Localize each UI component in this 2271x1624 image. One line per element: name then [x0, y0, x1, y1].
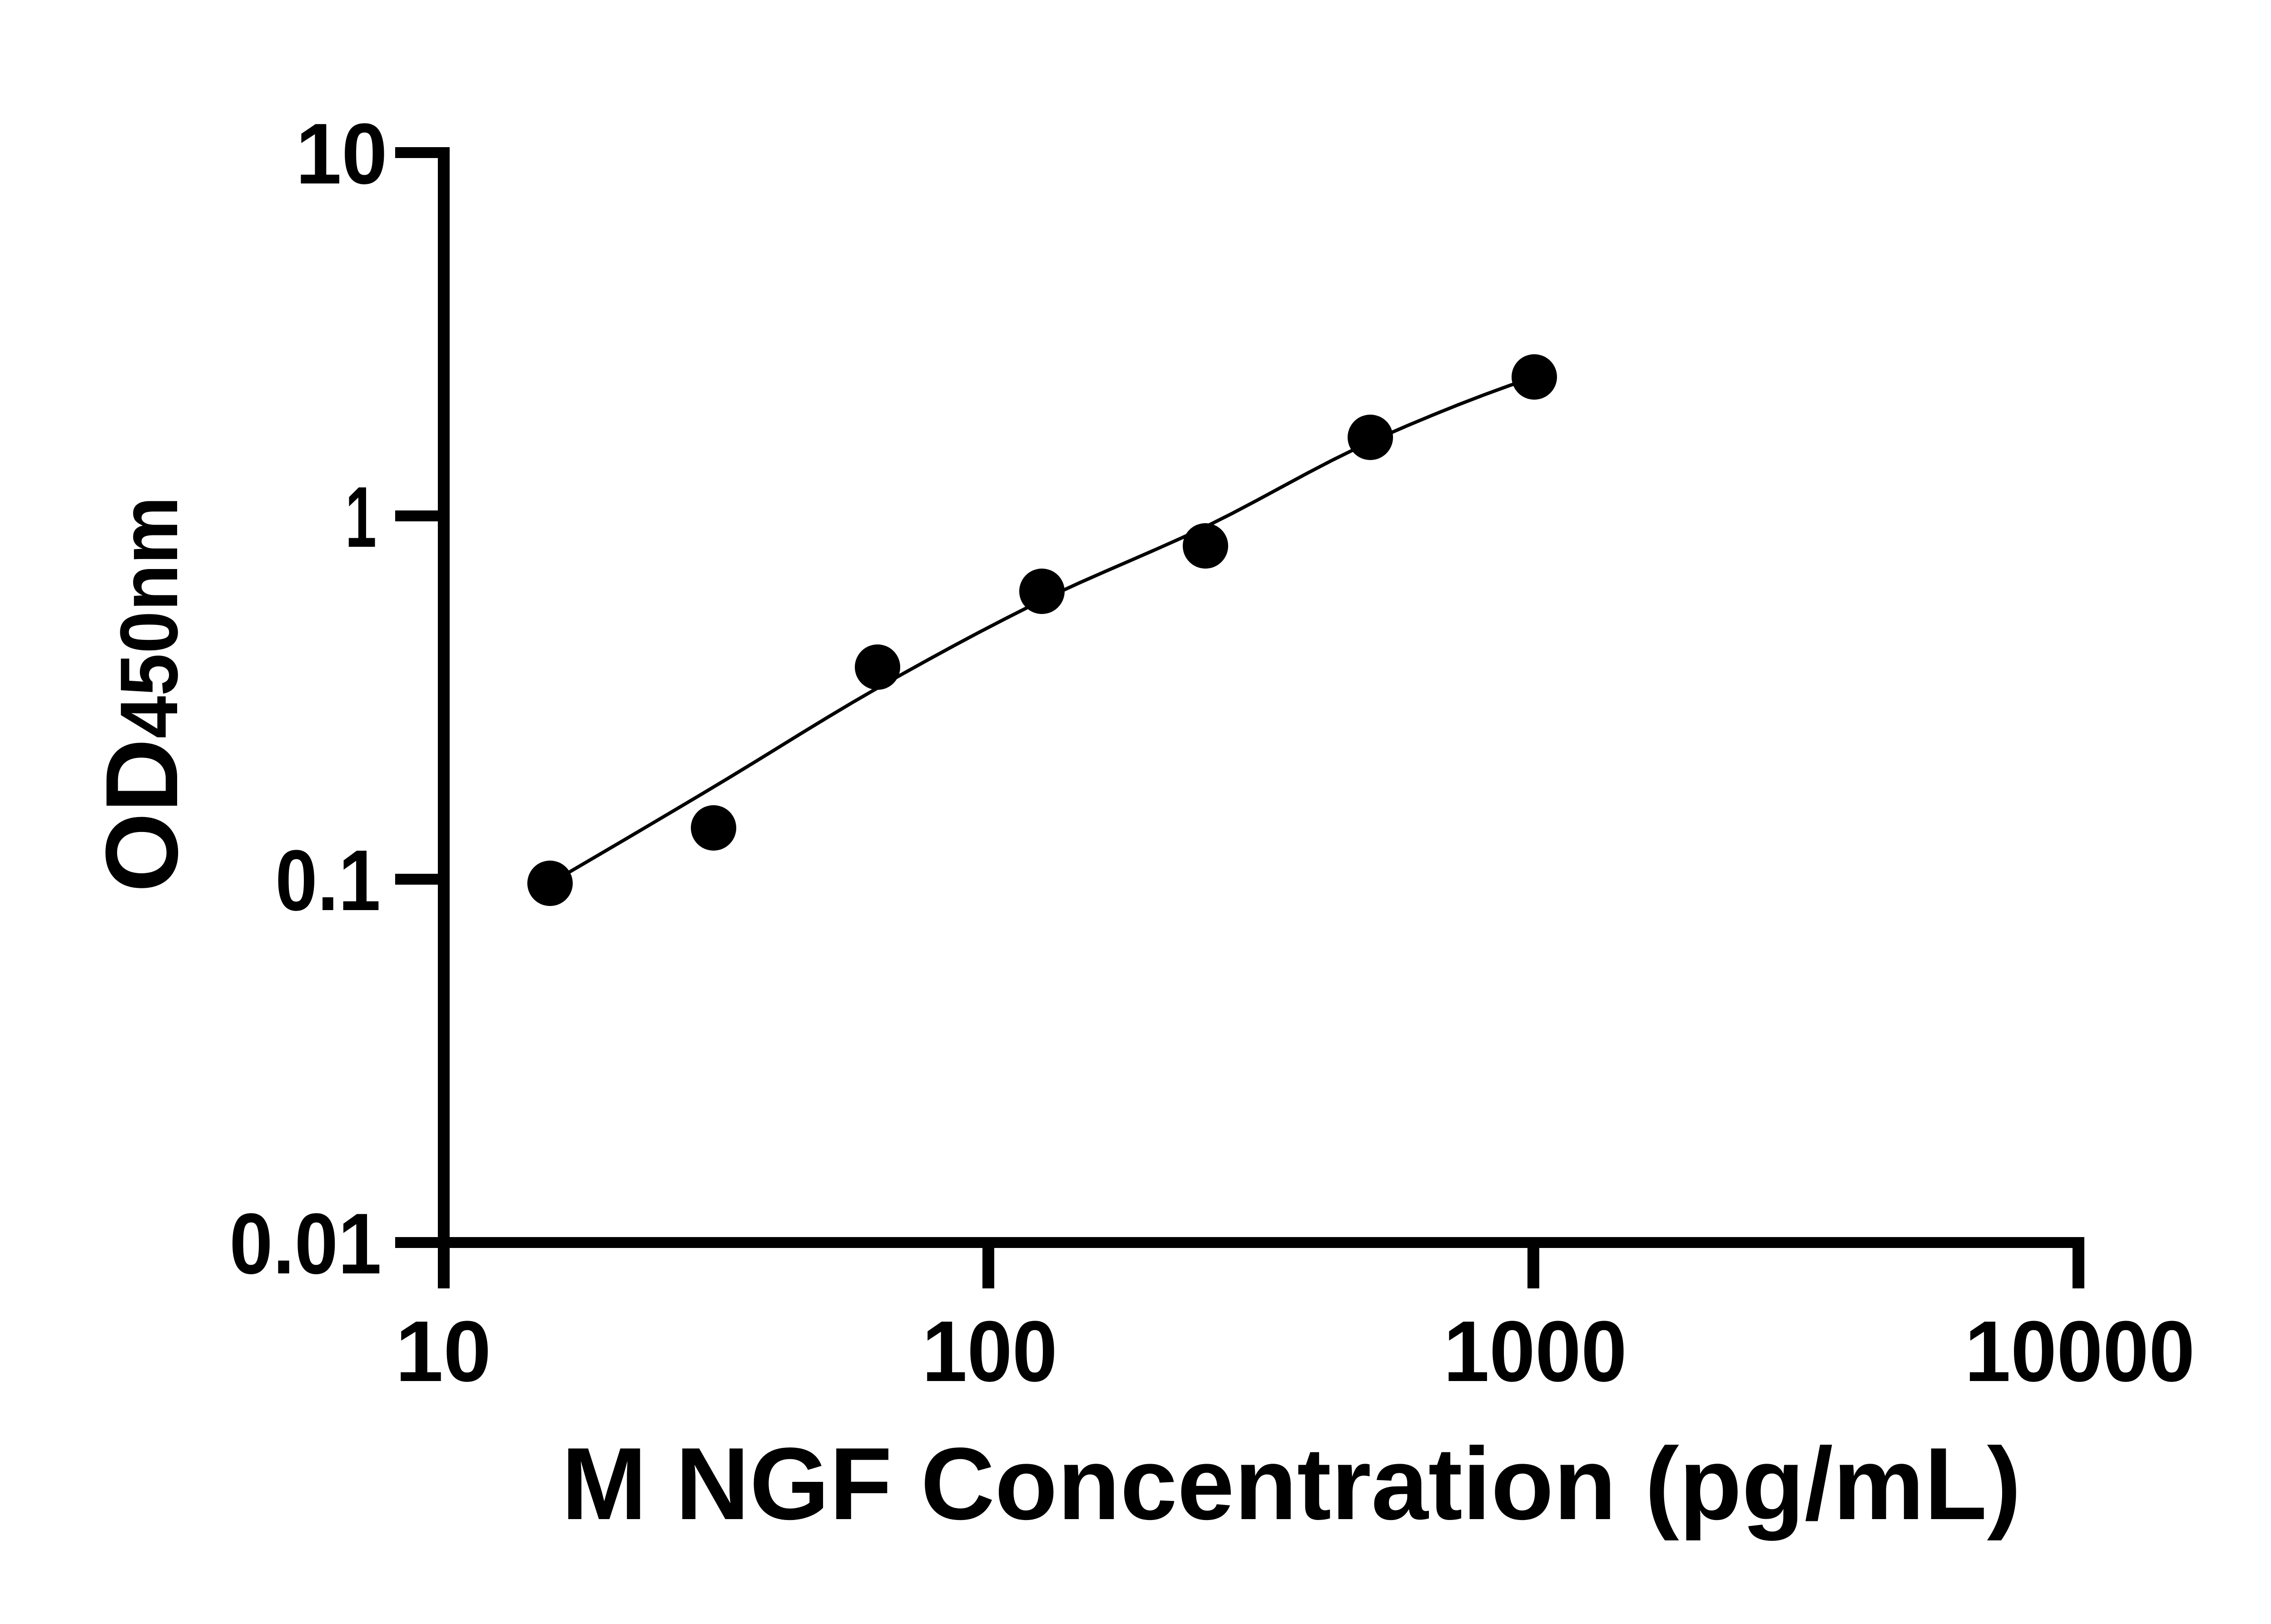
svg-text:OD450nm: OD450nm — [84, 496, 199, 892]
svg-text:100: 100 — [922, 1303, 1057, 1400]
svg-text:1: 1 — [345, 469, 377, 565]
svg-text:1000: 1000 — [1443, 1303, 1627, 1400]
svg-text:10: 10 — [296, 106, 387, 202]
svg-text:10: 10 — [395, 1303, 491, 1400]
svg-text:M NGF Concentration (pg/mL): M NGF Concentration (pg/mL) — [561, 1426, 2021, 1541]
svg-text:0.01: 0.01 — [229, 1196, 382, 1292]
svg-text:0.1: 0.1 — [275, 832, 381, 929]
svg-text:10000: 10000 — [1965, 1303, 2195, 1400]
